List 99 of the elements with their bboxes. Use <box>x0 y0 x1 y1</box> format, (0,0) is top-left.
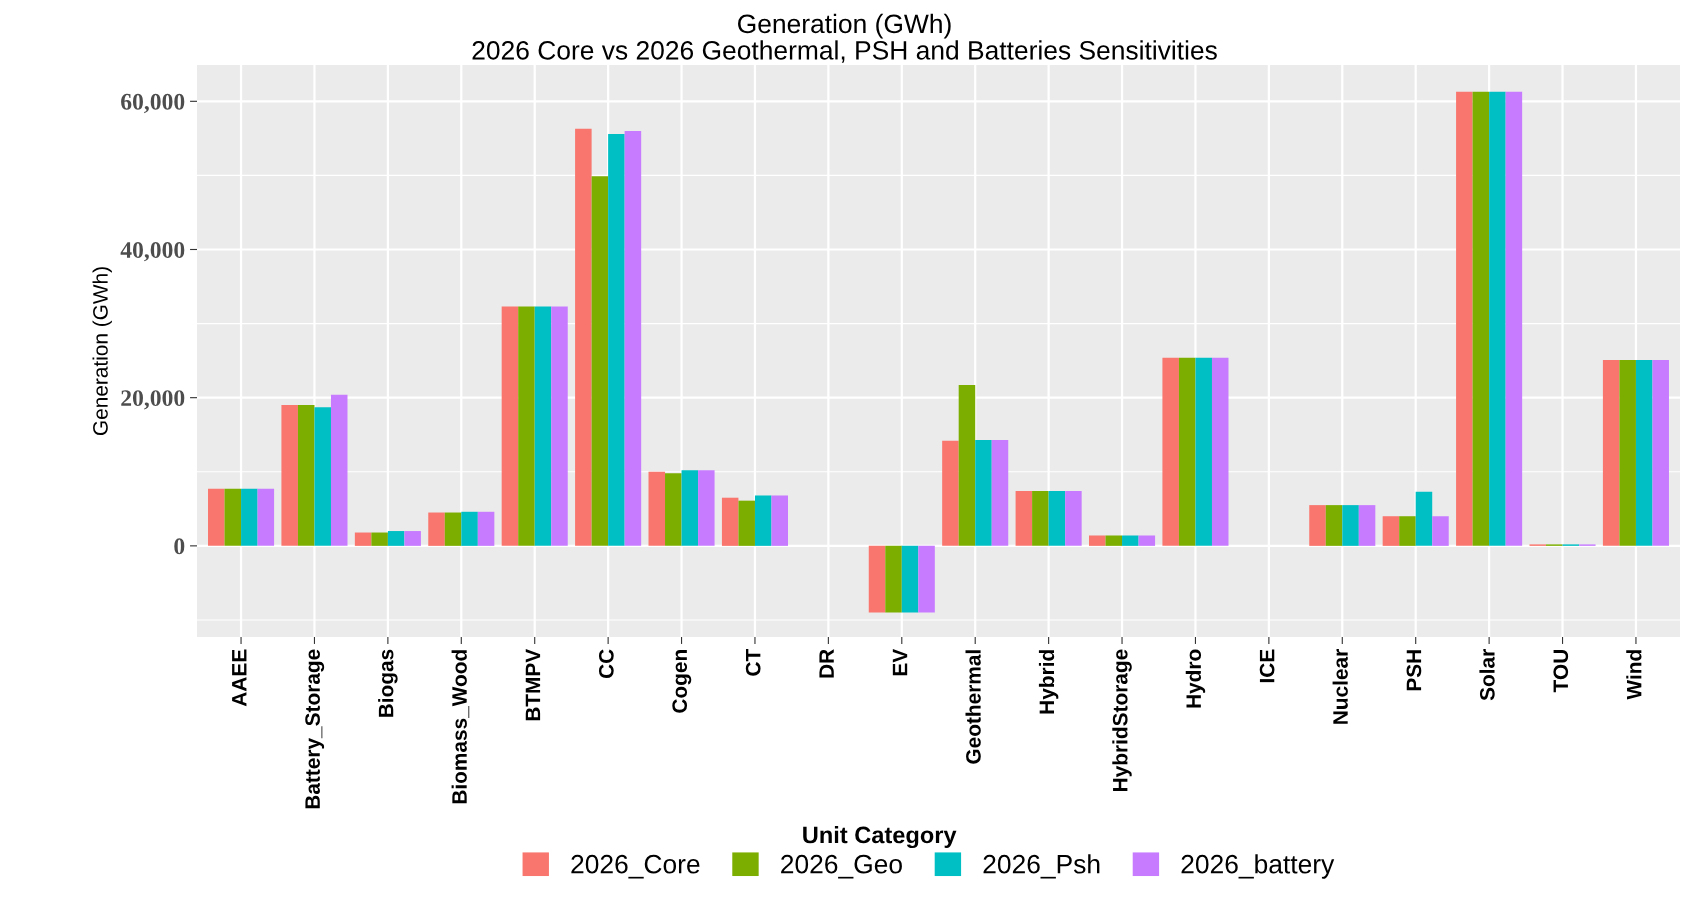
bar <box>754 495 772 546</box>
bar <box>354 532 372 546</box>
legend-label: 2026_battery <box>1181 854 1335 879</box>
bar <box>241 488 258 546</box>
bar <box>1105 535 1123 546</box>
bar <box>698 470 715 546</box>
bar <box>477 511 495 546</box>
bar <box>1162 357 1179 546</box>
bar <box>1619 359 1636 546</box>
bar <box>942 440 959 546</box>
x-tick-label: Solar <box>1479 649 1495 701</box>
bar <box>665 473 682 546</box>
x-tick-label: HybridStorage <box>1112 649 1132 791</box>
x-tick-label: Hydro <box>1185 649 1206 708</box>
x-tick-label: EV <box>892 648 908 676</box>
bar <box>461 511 478 546</box>
legend-label: 2026_Psh <box>983 854 1100 879</box>
bar <box>591 176 609 546</box>
bar <box>314 407 331 546</box>
bar <box>1358 505 1376 546</box>
x-tick-label: Biomass_Wood <box>451 650 470 804</box>
bar <box>1399 516 1416 546</box>
bar <box>1489 91 1506 546</box>
y-tick-label: 0 <box>174 538 185 555</box>
x-tick-label: Geothermal <box>965 650 981 764</box>
bar <box>1309 505 1326 546</box>
x-tick-label: Battery_Storage <box>305 649 325 809</box>
x-axis-title: Unit Category <box>803 826 957 849</box>
bar <box>1342 505 1359 546</box>
bar <box>901 545 919 613</box>
x-tick-label: CT <box>745 649 761 676</box>
bar <box>428 512 445 546</box>
bar <box>1432 516 1449 546</box>
bar <box>1178 357 1196 546</box>
bar <box>648 471 666 546</box>
bar <box>1211 357 1229 546</box>
bar <box>1195 357 1212 546</box>
bar <box>885 545 902 613</box>
bar <box>224 488 242 546</box>
bar <box>575 128 592 546</box>
bar <box>551 306 568 546</box>
bar <box>387 531 405 546</box>
y-tick-label: 20,000 <box>121 390 185 410</box>
bar <box>1089 535 1106 546</box>
x-tick-label: ICE <box>1259 649 1275 683</box>
bar <box>918 545 935 613</box>
bar <box>1015 491 1033 546</box>
y-tick-label: 40,000 <box>120 241 185 262</box>
x-tick-label: AAEE <box>232 649 247 707</box>
x-tick-label: Cogen <box>672 650 692 713</box>
x-tick-label: Wind <box>1626 650 1642 700</box>
bar <box>1122 535 1139 546</box>
y-tick-label: 60,000 <box>121 93 185 114</box>
bar <box>518 306 535 546</box>
bar <box>257 488 275 546</box>
bar <box>1382 516 1400 546</box>
x-tick-label: BTMPV <box>525 648 541 721</box>
bar <box>1325 505 1343 546</box>
bar <box>501 306 519 546</box>
bar <box>681 470 699 546</box>
bar <box>297 405 315 546</box>
bar <box>738 500 755 546</box>
bar <box>371 532 388 546</box>
bar <box>1415 491 1433 546</box>
bar <box>534 306 552 546</box>
bar <box>1652 359 1669 546</box>
x-tick-label: PSH <box>1406 650 1422 691</box>
bar <box>771 495 788 546</box>
bar <box>1138 535 1156 546</box>
bar <box>975 439 992 546</box>
bar <box>991 439 1009 546</box>
bar <box>608 133 625 546</box>
bar <box>868 545 886 613</box>
bar <box>721 497 739 546</box>
bar <box>444 512 462 546</box>
legend-label: 2026_Geo <box>781 854 902 879</box>
y-axis-title: Generation (GWh) <box>92 267 112 436</box>
chart-title: Generation (GWh) 2026 Core vs 2026 Geothermal, PSH and Batteries Sensitivities <box>472 13 1217 63</box>
legend-label: 2026_Core <box>571 854 700 879</box>
x-tick-label: DR <box>819 649 834 678</box>
bar <box>1472 91 1490 546</box>
x-tick-label: Hybrid <box>1038 650 1059 714</box>
x-tick-label: TOU <box>1553 650 1569 693</box>
bar <box>958 385 976 546</box>
bar <box>330 394 348 546</box>
bar <box>1602 359 1620 546</box>
bar <box>1065 491 1082 546</box>
bar <box>404 531 421 546</box>
bar <box>1635 359 1653 546</box>
bar <box>281 405 298 546</box>
bar <box>1048 491 1066 546</box>
x-tick-label: Biogas <box>378 649 398 717</box>
bar <box>1505 91 1523 546</box>
bar <box>208 488 225 546</box>
bar <box>624 130 642 546</box>
bar <box>1032 491 1049 546</box>
x-tick-label: Nuclear <box>1332 649 1348 724</box>
bar <box>1456 91 1473 546</box>
x-tick-label: CC <box>598 649 614 679</box>
